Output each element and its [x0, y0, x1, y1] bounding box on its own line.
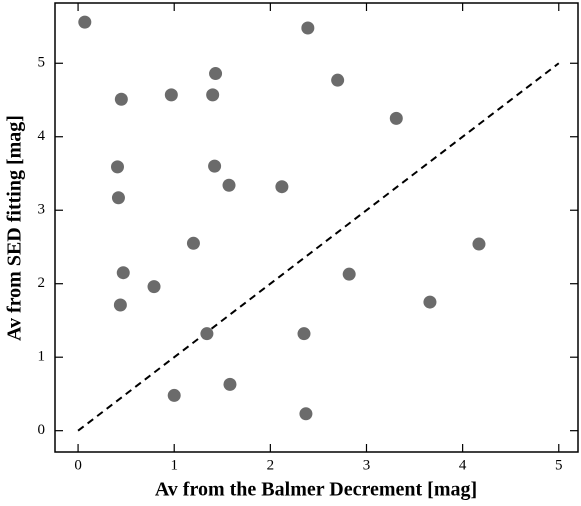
point	[113, 298, 127, 312]
point	[164, 88, 178, 102]
point	[167, 388, 181, 402]
y-tick-label: 0	[38, 422, 46, 438]
x-tick-label: 3	[363, 457, 371, 473]
diagonal-line	[77, 62, 560, 432]
point	[206, 88, 220, 102]
point	[114, 92, 128, 106]
x-tick-label: 0	[74, 457, 82, 473]
point	[331, 73, 345, 87]
y-tick-label: 1	[38, 349, 46, 365]
x-tick-label: 5	[555, 457, 563, 473]
x-tick-label: 1	[170, 457, 178, 473]
point	[110, 160, 124, 174]
point	[78, 15, 92, 29]
point	[342, 267, 356, 281]
y-tick-label: 2	[38, 275, 46, 291]
y-axis-label: Av from SED fitting [mag]	[4, 115, 26, 341]
point	[222, 178, 236, 192]
y-tick-label: 3	[38, 202, 46, 218]
point	[389, 111, 403, 125]
y-tick-label: 4	[38, 128, 46, 144]
plot-frame	[54, 2, 579, 453]
point	[275, 180, 289, 194]
point	[472, 237, 486, 251]
x-tick-label: 2	[267, 457, 275, 473]
x-tick-label: 4	[459, 457, 467, 473]
point	[116, 266, 130, 280]
point	[423, 295, 437, 309]
point	[186, 236, 200, 250]
point	[223, 377, 237, 391]
y-tick-label: 5	[38, 55, 46, 71]
point	[147, 280, 161, 294]
point	[208, 159, 222, 173]
point	[297, 327, 311, 341]
point	[200, 327, 214, 341]
x-axis-label: Av from the Balmer Decrement [mag]	[155, 479, 477, 501]
point	[301, 21, 315, 35]
point	[299, 407, 313, 421]
point	[209, 67, 223, 81]
point	[111, 191, 125, 205]
